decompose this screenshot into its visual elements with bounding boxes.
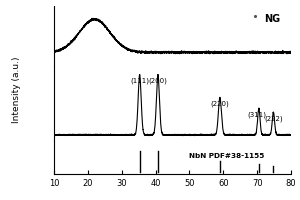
Text: NG: NG (264, 14, 280, 24)
Text: (200): (200) (148, 78, 167, 84)
Text: Intensity (a.u.): Intensity (a.u.) (12, 57, 21, 123)
Text: (311): (311) (248, 111, 267, 118)
Text: NbN PDF#38-1155: NbN PDF#38-1155 (189, 153, 265, 159)
Text: (220): (220) (211, 100, 229, 107)
Text: (222): (222) (264, 115, 283, 122)
Text: (111): (111) (130, 78, 149, 84)
